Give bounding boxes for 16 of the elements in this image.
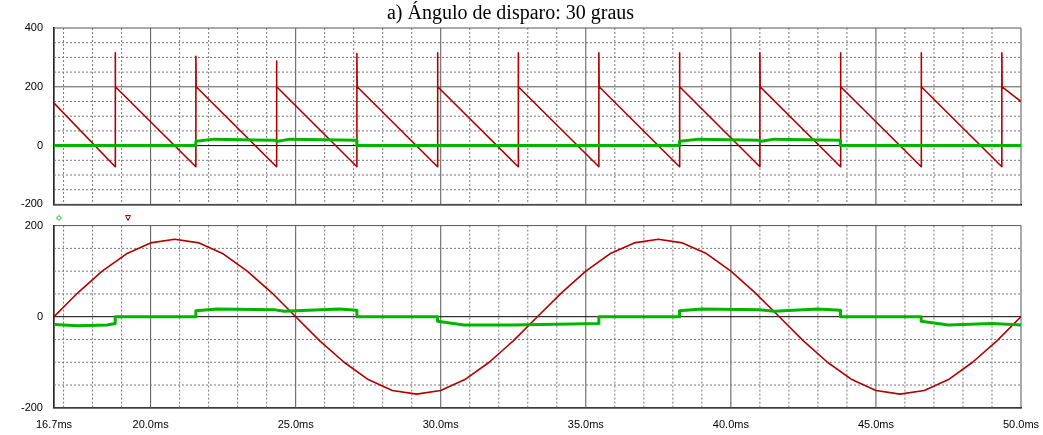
x-tick-label: 40.0ms xyxy=(712,418,750,431)
x-tick-label: 30.0ms xyxy=(422,418,460,431)
x-tick-label: 25.0ms xyxy=(277,418,315,431)
y-tick-label: 200 xyxy=(24,79,43,92)
y-tick-label: 0 xyxy=(36,309,43,322)
y-tick-label: -200 xyxy=(20,400,43,413)
y-tick-label: 0 xyxy=(36,138,43,151)
chart-title: a) Ángulo de disparo: 30 graus xyxy=(386,1,635,25)
x-tick-label: 16.7ms xyxy=(35,418,73,431)
x-tick-label: 35.0ms xyxy=(567,418,605,431)
x-tick-label: 50.0ms xyxy=(1002,418,1040,431)
x-tick-label: 20.0ms xyxy=(132,418,170,431)
x-tick-label: 45.0ms xyxy=(857,418,895,431)
y-tick-label: 200 xyxy=(24,218,43,231)
y-tick-label: 400 xyxy=(24,21,43,34)
y-tick-label: -200 xyxy=(20,197,43,210)
